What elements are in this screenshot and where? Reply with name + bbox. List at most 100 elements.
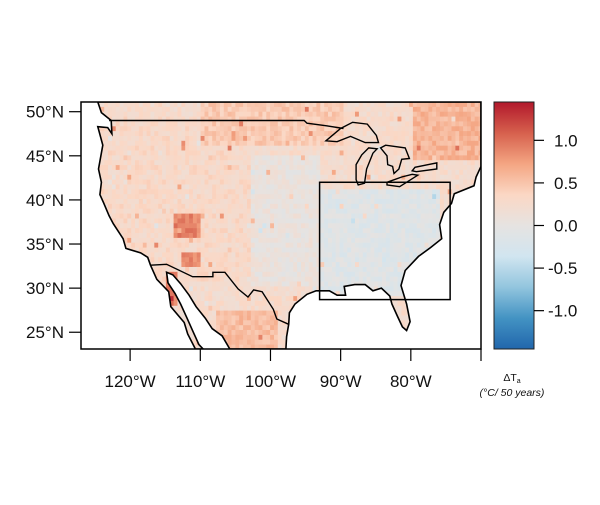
grid-cell xyxy=(165,159,171,166)
grid-cell xyxy=(289,290,294,297)
grid-cell xyxy=(123,198,128,204)
grid-cell xyxy=(385,227,391,233)
grid-cell xyxy=(219,218,225,224)
grid-cell xyxy=(432,154,437,161)
grid-cell xyxy=(108,154,113,161)
grid-cell xyxy=(258,339,263,345)
grid-cell xyxy=(374,130,379,136)
grid-cell xyxy=(351,164,356,170)
grid-cell xyxy=(115,111,120,117)
grid-cell xyxy=(339,281,344,287)
grid-cell xyxy=(231,184,236,190)
grid-cell xyxy=(343,242,348,248)
grid-cell xyxy=(362,252,368,258)
grid-cell xyxy=(243,276,248,282)
grid-cell xyxy=(358,271,364,277)
grid-cell xyxy=(247,218,252,224)
grid-cell xyxy=(131,193,136,199)
grid-cell xyxy=(200,159,205,166)
grid-cell xyxy=(347,281,352,287)
grid-cell xyxy=(100,150,105,156)
grid-cell xyxy=(274,102,279,107)
grid-cell xyxy=(196,290,202,297)
grid-cell xyxy=(158,102,163,107)
grid-cell xyxy=(216,285,221,292)
grid-cell xyxy=(277,300,283,306)
grid-cell xyxy=(320,276,325,282)
grid-cell xyxy=(370,193,375,199)
grid-cell xyxy=(277,164,283,170)
grid-cell xyxy=(277,324,283,330)
grid-cell xyxy=(196,198,202,204)
grid-cell xyxy=(235,319,240,326)
grid-cell xyxy=(277,169,283,175)
grid-cell xyxy=(397,154,402,161)
grid-cell xyxy=(378,256,383,263)
grid-cell xyxy=(297,121,302,127)
grid-cell xyxy=(316,188,321,195)
grid-cell xyxy=(142,193,148,199)
grid-cell xyxy=(455,130,460,136)
grid-cell xyxy=(235,281,240,287)
grid-cell xyxy=(173,222,178,229)
grid-cell xyxy=(428,111,433,117)
grid-cell xyxy=(200,252,205,258)
grid-cell xyxy=(301,218,306,224)
grid-cell xyxy=(374,164,379,170)
grid-cell xyxy=(258,159,263,166)
grid-cell xyxy=(208,198,213,204)
grid-cell xyxy=(401,193,406,199)
grid-cell xyxy=(362,218,368,224)
grid-cell xyxy=(196,121,202,127)
grid-cell xyxy=(301,237,306,243)
grid-cell xyxy=(223,256,229,263)
grid-cell xyxy=(339,164,344,170)
grid-cell xyxy=(351,111,356,117)
grid-cell xyxy=(115,116,120,122)
grid-cell xyxy=(223,130,229,136)
grid-cell xyxy=(378,154,383,161)
grid-cell xyxy=(320,208,325,214)
grid-cell xyxy=(401,150,406,156)
grid-cell xyxy=(320,266,325,272)
grid-cell xyxy=(289,242,294,248)
grid-cell xyxy=(196,213,202,219)
grid-cell xyxy=(324,247,329,253)
grid-cell xyxy=(192,164,198,170)
grid-cell xyxy=(123,227,128,233)
grid-cell xyxy=(432,208,437,214)
grid-cell xyxy=(254,252,259,258)
grid-cell xyxy=(262,188,267,195)
grid-cell xyxy=(416,208,422,214)
grid-cell xyxy=(428,174,433,180)
grid-cell xyxy=(204,198,209,204)
grid-cell xyxy=(138,121,144,127)
grid-cell xyxy=(227,266,232,272)
grid-cell xyxy=(239,276,244,282)
grid-cell xyxy=(293,116,298,122)
grid-cell xyxy=(274,135,279,141)
grid-cell xyxy=(196,150,202,156)
grid-cell xyxy=(138,232,144,238)
grid-cell xyxy=(328,193,333,199)
grid-cell xyxy=(389,203,395,209)
grid-cell xyxy=(258,344,263,349)
grid-cell xyxy=(455,125,460,132)
grid-cell xyxy=(312,237,317,243)
grid-cell xyxy=(428,232,433,238)
grid-cell xyxy=(428,102,433,107)
grid-cell xyxy=(335,281,340,287)
grid-cell xyxy=(247,125,252,132)
grid-cell xyxy=(277,315,283,321)
grid-cell xyxy=(204,174,209,180)
grid-cell xyxy=(266,159,271,166)
grid-cell xyxy=(289,198,294,204)
grid-cell xyxy=(181,227,186,233)
grid-cell xyxy=(451,184,456,190)
grid-cell xyxy=(216,305,221,311)
grid-cell xyxy=(343,198,348,204)
grid-cell xyxy=(127,106,132,112)
grid-cell xyxy=(304,174,310,180)
grid-cell xyxy=(270,203,275,209)
grid-cell xyxy=(216,184,221,190)
